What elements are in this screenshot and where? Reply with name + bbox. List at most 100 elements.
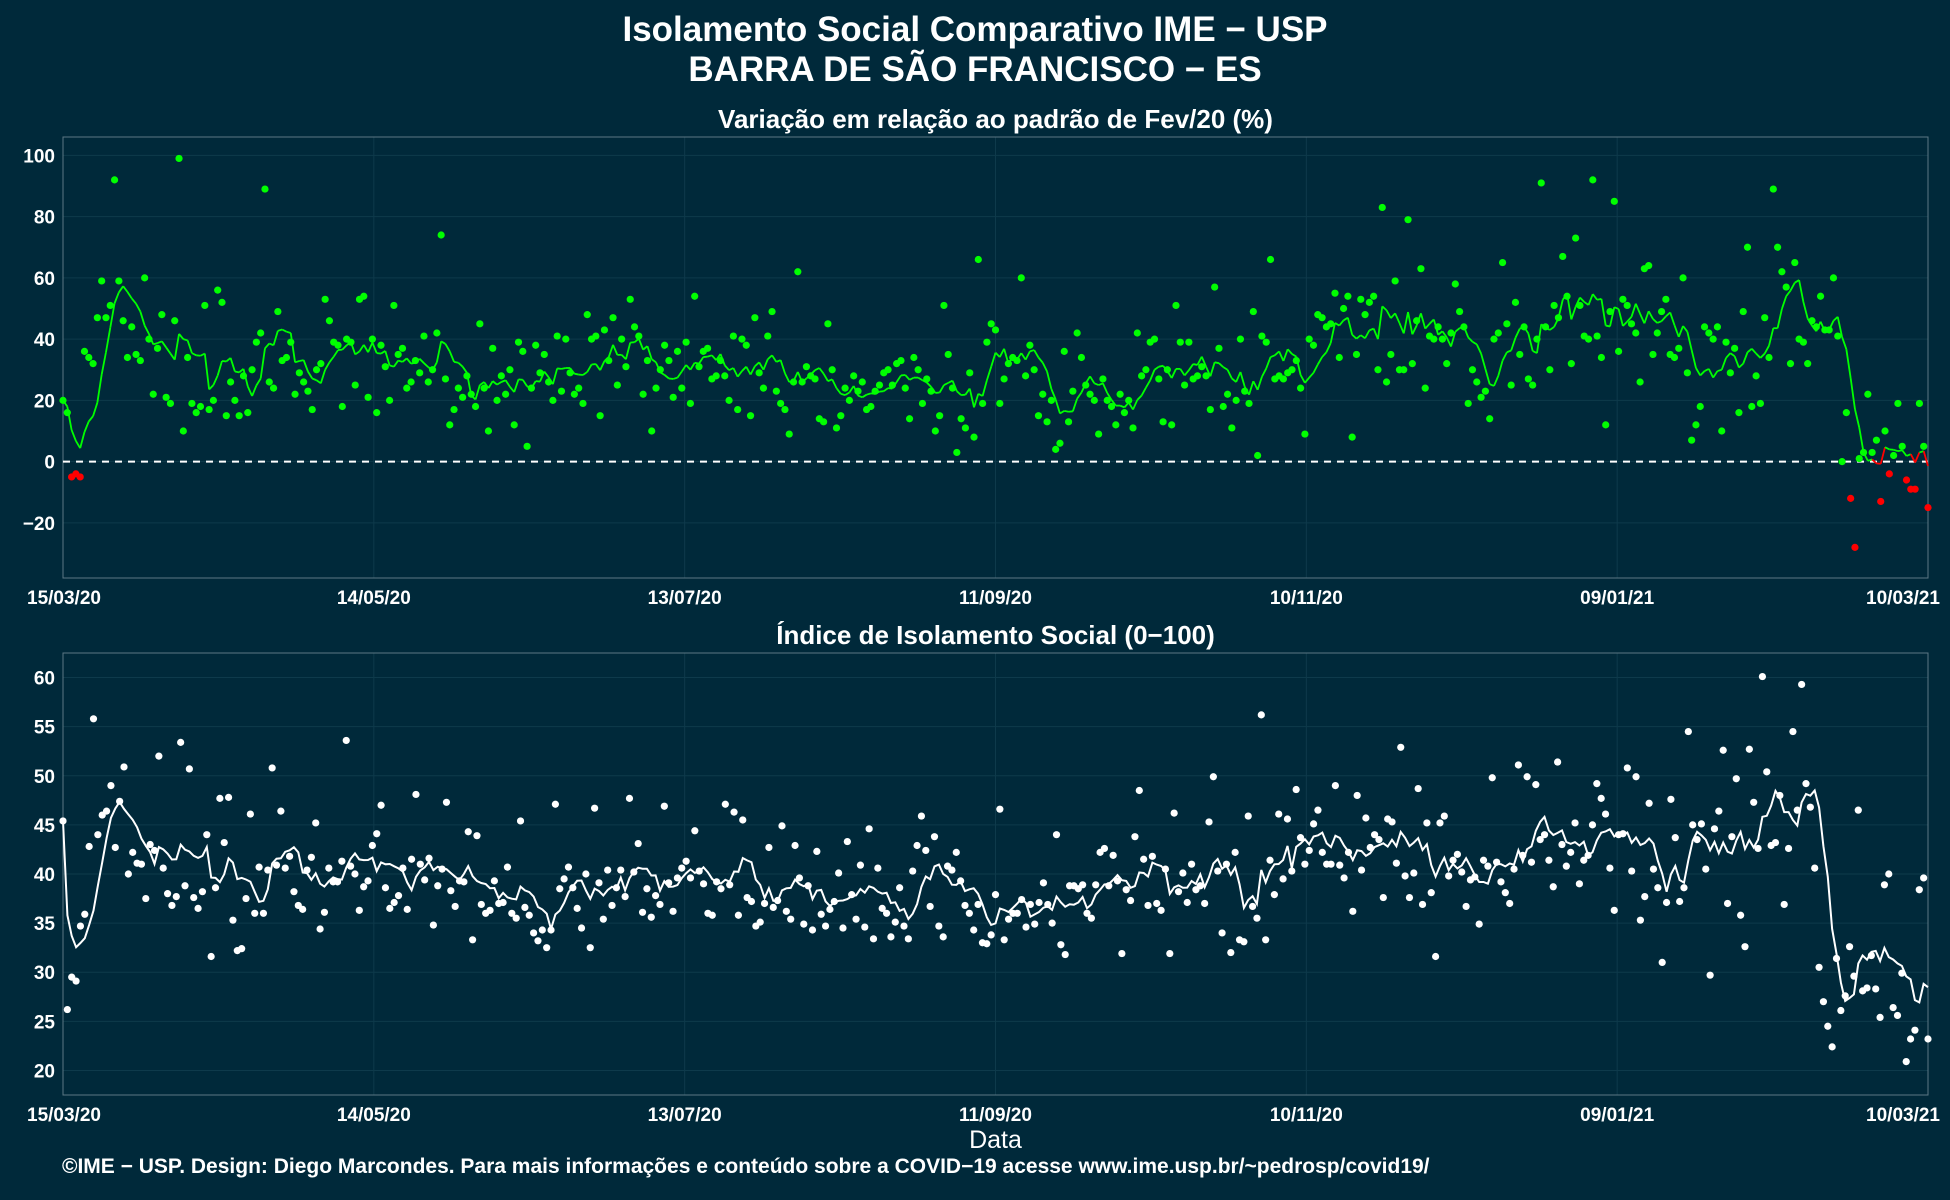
data-point	[1851, 543, 1859, 551]
data-point	[368, 841, 376, 850]
data-point	[137, 860, 146, 868]
data-point	[360, 292, 368, 300]
data-point	[1418, 900, 1427, 909]
moving-average-segment	[698, 356, 705, 365]
data-point	[609, 314, 617, 322]
moving-average-segment	[1098, 382, 1104, 386]
moving-average-segment	[1879, 446, 1886, 465]
moving-average-segment	[574, 372, 579, 376]
data-point	[1728, 833, 1736, 841]
data-point	[774, 896, 782, 905]
moving-average-segment	[767, 354, 773, 360]
data-point	[265, 378, 273, 386]
data-point	[1138, 372, 1146, 380]
data-point	[102, 314, 110, 322]
data-point	[1366, 843, 1374, 852]
moving-average-segment	[328, 356, 335, 363]
moving-average-segment	[186, 340, 193, 354]
moving-average-segment	[1282, 348, 1289, 362]
data-point	[486, 906, 494, 914]
data-point	[785, 430, 793, 438]
data-point	[1413, 317, 1421, 325]
data-point	[514, 338, 523, 346]
data-point	[251, 909, 259, 917]
data-point	[695, 363, 703, 371]
data-point	[123, 353, 132, 362]
data-point	[1706, 971, 1714, 979]
data-point	[1035, 898, 1043, 907]
moving-average-segment	[1278, 351, 1285, 362]
data-point	[145, 335, 153, 343]
moving-average-segment	[1854, 408, 1861, 428]
data-point	[1558, 840, 1566, 849]
moving-average-segment	[1622, 320, 1628, 327]
moving-average-segment	[1037, 356, 1044, 364]
data-point	[411, 356, 419, 365]
data-point	[1859, 448, 1868, 457]
data-point	[1481, 387, 1489, 395]
data-point	[244, 409, 252, 417]
data-point	[1030, 366, 1038, 374]
moving-average-segment	[1304, 377, 1310, 384]
data-point	[1571, 819, 1579, 827]
data-point	[1576, 301, 1584, 310]
data-point	[203, 831, 211, 839]
data-point	[878, 904, 886, 912]
data-point	[1752, 372, 1760, 380]
data-point	[1671, 834, 1679, 842]
data-point	[830, 897, 838, 906]
data-point	[1524, 375, 1532, 383]
data-point	[760, 899, 769, 908]
data-point	[532, 341, 540, 349]
moving-average-segment	[543, 370, 550, 378]
data-point	[1825, 326, 1833, 334]
data-point	[575, 384, 583, 392]
data-point	[1593, 780, 1601, 788]
data-point	[72, 977, 80, 985]
data-point	[910, 353, 918, 362]
data-point	[437, 231, 445, 239]
data-point	[89, 715, 98, 723]
data-point	[1527, 858, 1536, 866]
moving-average-segment	[779, 359, 786, 374]
data-point	[287, 338, 295, 346]
data-point	[1493, 858, 1501, 866]
data-point	[1126, 896, 1135, 905]
moving-average-segment	[1369, 327, 1374, 332]
data-point	[107, 782, 115, 790]
data-point	[229, 916, 237, 924]
chart-subtitle: BARRA DE SÃO FRANCISCO − ES	[688, 50, 1262, 89]
data-point	[747, 897, 756, 906]
x-tick-label: 15/03/20	[27, 1105, 101, 1126]
data-point	[1335, 353, 1343, 362]
panel-title: Índice de Isolamento Social (0−100)	[776, 620, 1215, 650]
data-point	[1864, 390, 1872, 398]
data-point	[106, 301, 114, 310]
data-point	[1554, 758, 1562, 766]
data-point	[1371, 831, 1379, 839]
data-point	[1654, 884, 1662, 892]
data-point	[459, 393, 467, 401]
data-point	[1828, 1043, 1836, 1051]
data-point	[1754, 844, 1762, 853]
moving-average-segment	[741, 366, 747, 372]
data-point	[1748, 402, 1756, 411]
data-point	[281, 864, 289, 872]
data-point	[381, 884, 390, 892]
data-point	[333, 878, 342, 886]
data-point	[935, 922, 943, 930]
data-point	[1404, 216, 1412, 224]
data-point	[242, 894, 250, 903]
moving-average-segment	[75, 440, 81, 449]
data-point	[725, 396, 733, 404]
data-point	[1877, 497, 1885, 506]
data-point	[1039, 390, 1047, 398]
data-point	[1475, 920, 1483, 928]
data-point	[377, 801, 385, 809]
data-point	[1031, 920, 1039, 928]
data-point	[1906, 1035, 1915, 1043]
moving-average-segment	[1153, 365, 1160, 371]
data-point	[1798, 680, 1806, 689]
moving-average-segment	[1501, 351, 1508, 361]
data-point	[1776, 791, 1784, 800]
